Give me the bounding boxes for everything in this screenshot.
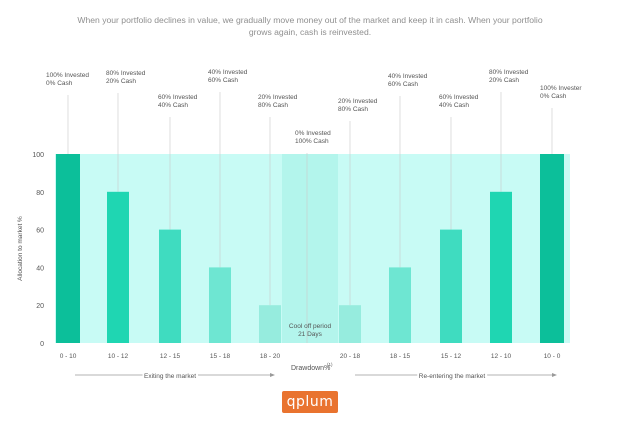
subtitle: When your portfolio declines in value, w…	[77, 15, 543, 37]
y-axis-label: Allocation to market %	[17, 216, 24, 281]
y-tick-label: 60	[36, 228, 44, 235]
qplum-logo: qplum	[282, 391, 338, 413]
annotation-label: 40% Invested	[388, 73, 428, 80]
y-tick-label: 80	[36, 190, 44, 197]
x-tick-label: 15 - 18	[210, 353, 231, 360]
x-tick-label: 12 - 10	[491, 353, 512, 360]
cooloff-band	[282, 154, 338, 343]
x-axis-label: Drawdown%	[291, 365, 330, 372]
annotation-label: 20% Invested	[338, 98, 378, 105]
annotation-label: 40% Invested	[208, 69, 248, 76]
annotation-label: 80% Cash	[258, 102, 288, 109]
annotation-label: 80% Invested	[489, 69, 529, 76]
x-tick-label: 10 - 0	[544, 353, 561, 360]
x-tick-label: 18 - 20	[260, 353, 281, 360]
x-tick-label: 12 - 15	[160, 353, 181, 360]
y-tick-label: 40	[36, 265, 44, 272]
annotation-label: 20% Cash	[106, 78, 136, 85]
bar	[56, 154, 80, 343]
bar	[259, 305, 281, 343]
annotation-label: 40% Cash	[158, 102, 188, 109]
exit-phase-arrowhead	[270, 373, 275, 377]
y-tick-label: 20	[36, 303, 44, 310]
bar	[159, 229, 181, 343]
annotation-label: 20% Cash	[489, 77, 519, 84]
reentry-phase-label: Re-entering the market	[419, 373, 486, 380]
x-tick-label: 10 - 12	[108, 353, 129, 360]
x-tick-label: 18 - 15	[390, 353, 411, 360]
annotation-label: 100% Invested	[46, 72, 89, 79]
x-tick-label: 0 - 10	[60, 353, 77, 360]
annotation-label: 20% Invested	[258, 94, 298, 101]
reentry-phase-arrowhead	[552, 373, 557, 377]
bar	[490, 191, 512, 343]
annotation-label: 60% Cash	[388, 81, 418, 88]
bar	[209, 267, 231, 343]
annotation-label: 80% Cash	[338, 106, 368, 113]
bar	[107, 191, 129, 343]
bar	[339, 305, 361, 343]
annotation-label: 0% Invested	[295, 130, 331, 137]
annotation-label: 60% Cash	[208, 77, 238, 84]
y-tick-label: 100	[32, 152, 44, 159]
annotation-label: 0% Cash	[46, 80, 73, 87]
bar	[440, 229, 462, 343]
exit-phase-label: Exiting the market	[144, 373, 196, 380]
bar	[389, 267, 411, 343]
annotation-label: 100% Invester	[540, 85, 582, 92]
x-axis-label-superscript: (1)	[327, 362, 333, 367]
annotation-label: 0% Cash	[540, 93, 567, 100]
annotation-label: 40% Cash	[439, 102, 469, 109]
cooloff-duration: 21 Days	[298, 331, 323, 338]
x-tick-label: 15 - 12	[441, 353, 462, 360]
annotation-label: 60% Invested	[158, 94, 198, 101]
bar	[540, 154, 564, 343]
cooloff-label: Cool off period	[289, 323, 332, 330]
annotation-label: 80% Invested	[106, 70, 146, 77]
y-tick-label: 0	[40, 341, 44, 348]
annotation-label: 60% Invested	[439, 94, 479, 101]
annotation-label: 100% Cash	[295, 138, 329, 145]
x-tick-label: 20 - 18	[340, 353, 361, 360]
